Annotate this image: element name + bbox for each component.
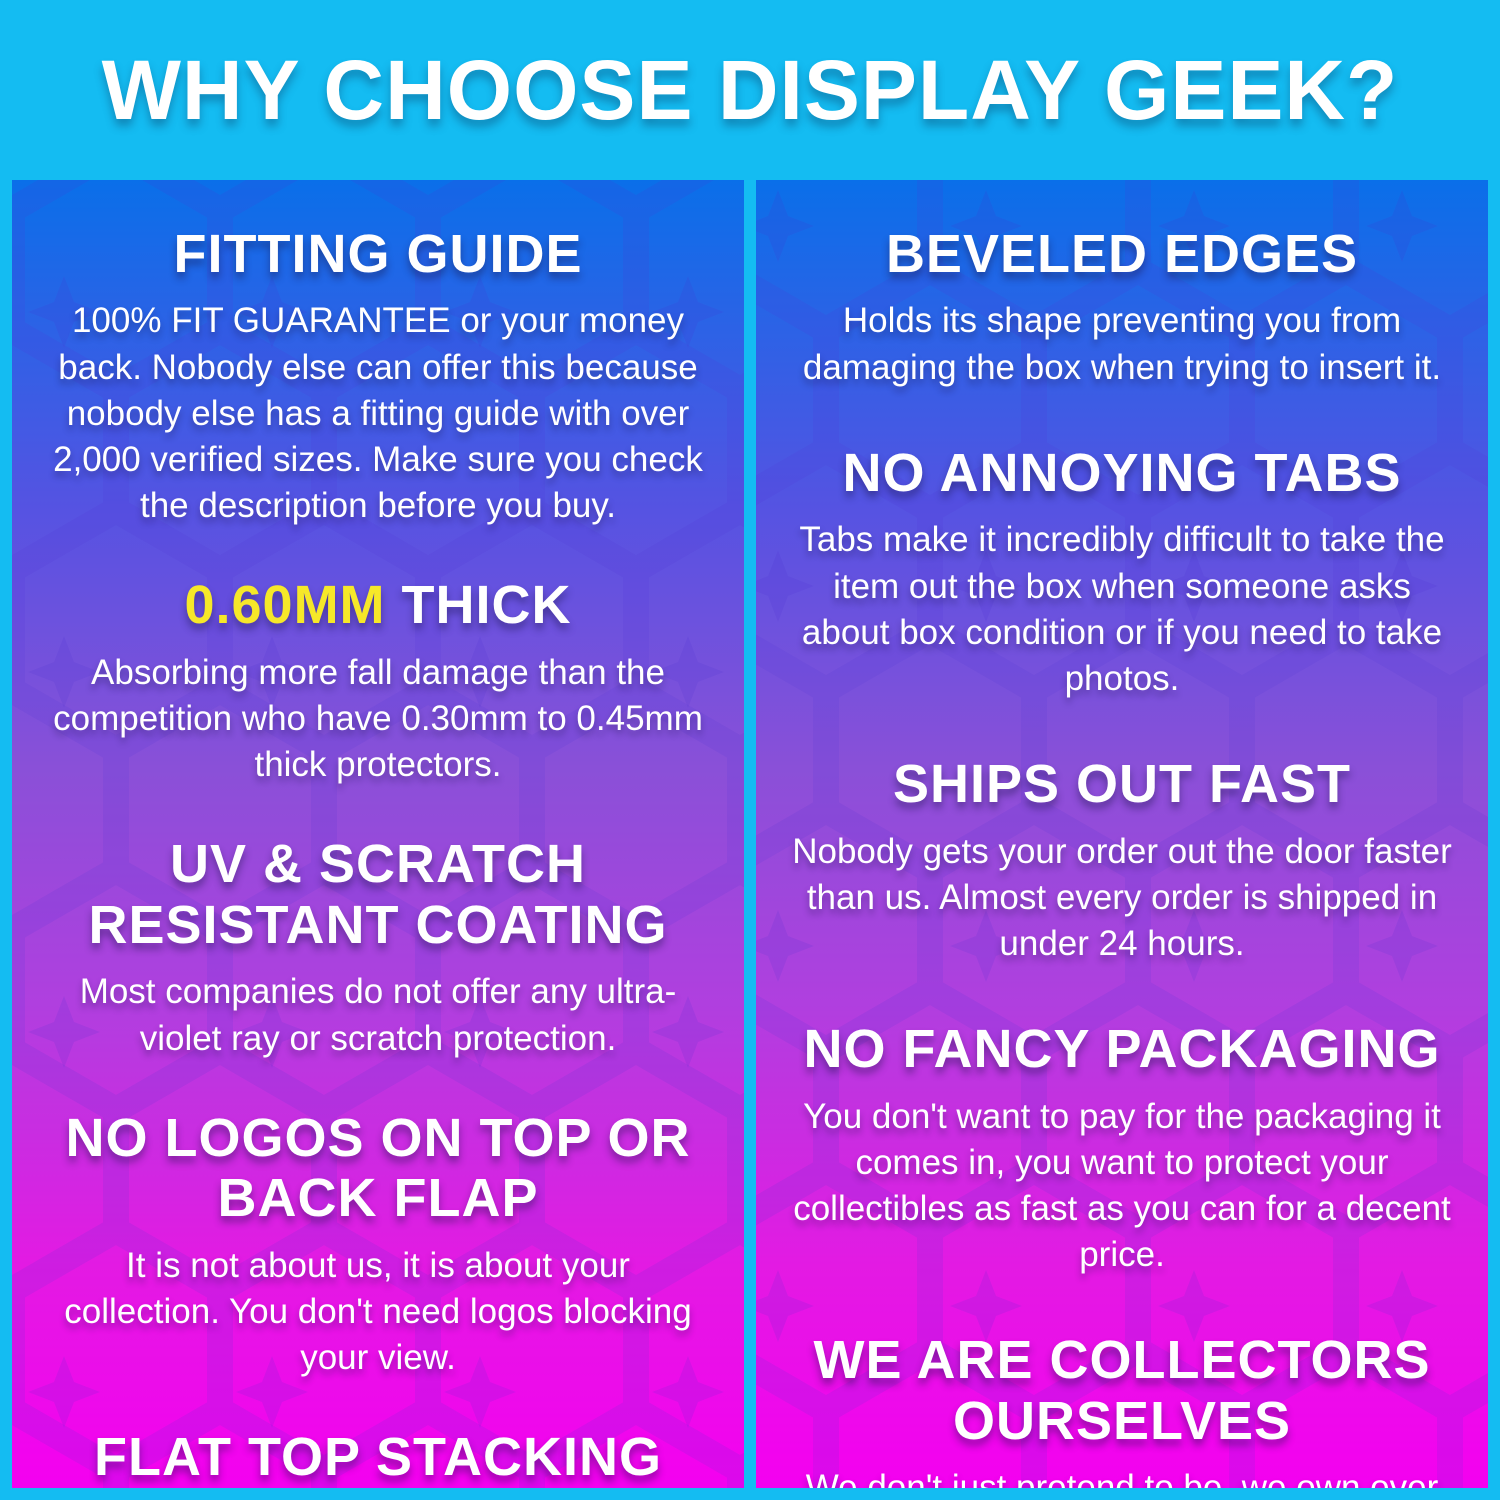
section-heading: SHIPS OUT FAST [892,754,1352,815]
section-body: We don't just pretend to be, we own over… [805,1468,1439,1488]
section-heading: NO FANCY PACKAGING [803,1019,1441,1080]
section-fitting-guide: FITTING GUIDE 100% FIT GUARANTEE or your… [46,224,710,529]
thickness-accent-text: 0.60MM [184,575,386,636]
page-title: WHY CHOOSE DISPLAY GEEK? [101,42,1399,137]
section-flat-top-stacking: FLAT TOP STACKING No bubbled sides and l… [46,1427,710,1488]
section-no-logos: NO LOGOS ON TOP OR BACK FLAP It is not a… [46,1108,710,1382]
section-body: Nobody gets your order out the door fast… [792,831,1452,963]
section-thickness: 0.60MM THICK Absorbing more fall damage … [46,575,710,788]
section-heading: NO LOGOS ON TOP OR BACK FLAP [65,1107,691,1229]
section-body: Most companies do not offer any ultra-vi… [79,972,677,1058]
section-uv-scratch-coating: UV & SCRATCH RESISTANT COATING Most comp… [46,834,710,1061]
section-heading: FLAT TOP STACKING [94,1427,662,1488]
section-ships-out-fast: SHIPS OUT FAST Nobody gets your order ou… [790,754,1454,967]
section-body: 100% FIT GUARANTEE or your money back. N… [53,301,703,526]
right-panel-content: BEVELED EDGES Holds its shape preventing… [756,180,1488,1488]
section-heading: NO ANNOYING TABS [842,442,1402,503]
page-header: WHY CHOOSE DISPLAY GEEK? [0,0,1500,180]
left-panel-content: FITTING GUIDE 100% FIT GUARANTEE or your… [12,180,744,1488]
section-heading: FITTING GUIDE [173,224,583,284]
thickness-rest-text: THICK [385,575,572,636]
section-body: Holds its shape preventing you from dama… [802,301,1442,387]
section-heading: BEVELED EDGES [885,224,1359,284]
section-heading: 0.60MM THICK [46,575,710,635]
section-heading: WE ARE COLLECTORS OURSELVES [813,1330,1431,1451]
section-body: Tabs make it incredibly difficult to tak… [799,520,1445,698]
section-body: It is not about us, it is about your col… [64,1245,692,1378]
left-panel: FITTING GUIDE 100% FIT GUARANTEE or your… [12,180,744,1488]
section-body: Absorbing more fall damage than the comp… [53,652,703,785]
section-body: You don't want to pay for the packaging … [793,1096,1451,1275]
section-no-annoying-tabs: NO ANNOYING TABS Tabs make it incredibly… [790,443,1454,702]
section-we-are-collectors: WE ARE COLLECTORS OURSELVES We don't jus… [790,1330,1454,1488]
section-no-fancy-packaging: NO FANCY PACKAGING You don't want to pay… [790,1019,1454,1278]
section-beveled-edges: BEVELED EDGES Holds its shape preventing… [790,224,1454,391]
section-heading: UV & SCRATCH RESISTANT COATING [88,834,668,955]
right-panel: BEVELED EDGES Holds its shape preventing… [756,180,1488,1488]
